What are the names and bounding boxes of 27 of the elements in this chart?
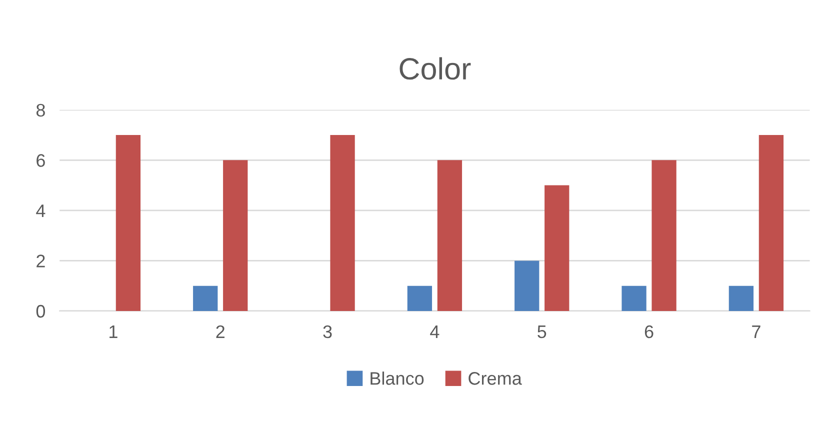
bar	[728, 286, 754, 311]
x-tick-label: 2	[216, 325, 224, 338]
x-tick-label: 5	[538, 326, 546, 338]
legend-label: Crema	[468, 372, 522, 385]
y-tick-label: 8	[36, 104, 45, 117]
y-tick-label: 4	[36, 204, 46, 217]
bar	[407, 286, 432, 311]
x-tick-label: 1	[110, 326, 118, 338]
x-tick-label: 6	[644, 325, 654, 338]
bar	[758, 135, 784, 311]
x-tick-label: 3	[323, 325, 332, 338]
bar	[330, 135, 355, 311]
bar	[544, 185, 570, 311]
bar	[437, 160, 462, 311]
y-tick-label: 0	[36, 304, 46, 318]
bar	[116, 135, 141, 311]
bar	[223, 160, 248, 311]
bar	[622, 286, 646, 311]
x-tick-label: 7	[752, 326, 760, 338]
bar	[193, 286, 218, 311]
chart-title: Color	[400, 57, 471, 80]
legend-label: Blanco	[370, 372, 424, 385]
y-tick-label: 2	[36, 254, 45, 268]
x-tick-label: 4	[430, 326, 440, 338]
bar	[514, 260, 540, 311]
bar	[652, 160, 676, 311]
y-tick-label: 6	[36, 154, 45, 167]
